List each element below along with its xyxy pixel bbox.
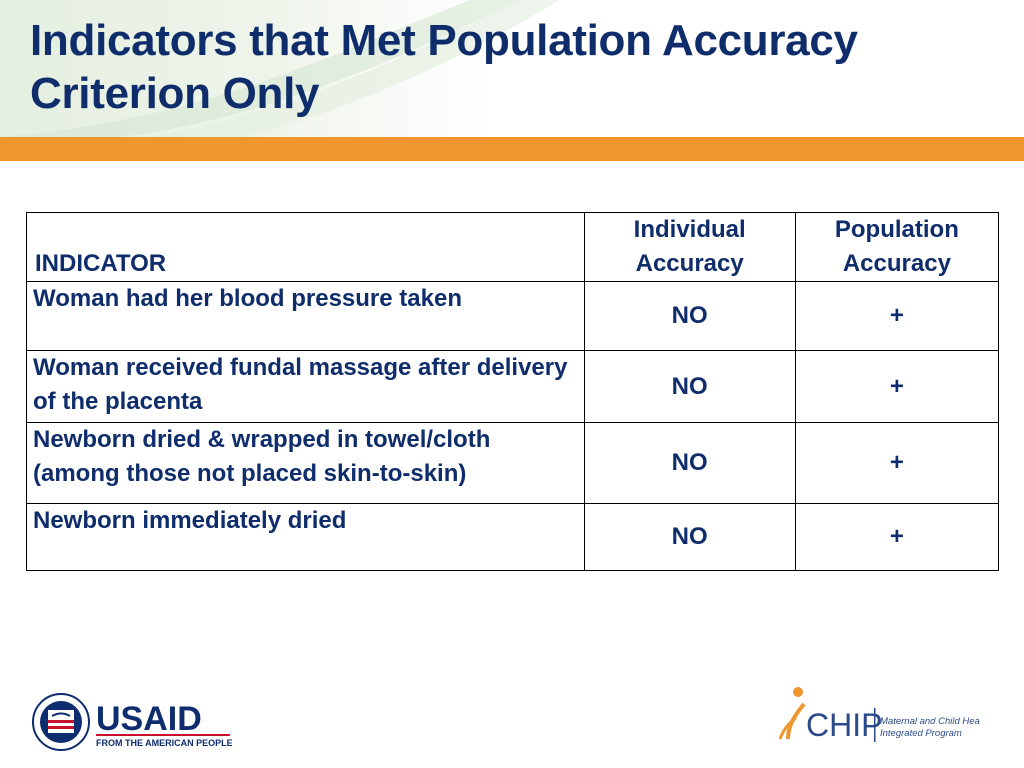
mchip-divider (874, 708, 876, 742)
usaid-wordmark: USAID (96, 700, 202, 738)
table-row: Newborn dried & wrapped in towel/cloth (… (26, 422, 1000, 504)
population-accuracy-cell: + (794, 350, 1000, 423)
orange-divider-bar (0, 137, 1024, 161)
header-population-accuracy: Population Accuracy (794, 212, 1000, 282)
header-individual-line1: Individual (633, 216, 746, 243)
individual-accuracy-cell: NO (583, 422, 796, 504)
mchip-logo: CHIP Maternal and Child Health Integrate… (778, 687, 980, 743)
table-row: Woman received fundal massage after deli… (26, 350, 1000, 423)
header-individual-line2: Accuracy (635, 250, 744, 277)
header-swoosh-decoration (0, 0, 560, 137)
usaid-tagline: FROM THE AMERICAN PEOPLE (96, 738, 232, 748)
population-accuracy-cell: + (794, 281, 1000, 351)
header-individual-accuracy: Individual Accuracy (583, 212, 796, 282)
mchip-tagline-line2: Integrated Program (880, 728, 962, 739)
usaid-seal-icon (32, 693, 90, 751)
header-population-line1: Population (834, 216, 959, 243)
mchip-figure-icon (778, 687, 806, 740)
population-accuracy-cell: + (794, 422, 1000, 504)
slide-title: Indicators that Met Population Accuracy … (30, 16, 858, 118)
header-population-line2: Accuracy (842, 250, 951, 277)
table-row: Woman had her blood pressure taken NO + (26, 281, 1000, 351)
usaid-logo: USAID FROM THE AMERICAN PEOPLE (32, 693, 232, 751)
population-accuracy-cell: + (794, 503, 1000, 571)
mchip-wordmark: CHIP (806, 707, 882, 743)
individual-accuracy-cell: NO (583, 281, 796, 351)
table-row: Newborn immediately dried NO + (26, 503, 1000, 571)
indicator-cell: Woman had her blood pressure taken (26, 281, 585, 351)
header-indicator: INDICATOR (26, 212, 585, 282)
mchip-tagline-line1: Maternal and Child Health (880, 716, 980, 727)
indicator-cell: Newborn immediately dried (26, 503, 585, 571)
indicator-table: INDICATOR Individual Accuracy Population… (26, 212, 1000, 571)
individual-accuracy-cell: NO (583, 350, 796, 423)
table-header-row: INDICATOR Individual Accuracy Population… (26, 212, 1000, 282)
indicator-cell: Newborn dried & wrapped in towel/cloth (… (26, 422, 585, 504)
indicator-cell: Woman received fundal massage after deli… (26, 350, 585, 423)
individual-accuracy-cell: NO (583, 503, 796, 571)
